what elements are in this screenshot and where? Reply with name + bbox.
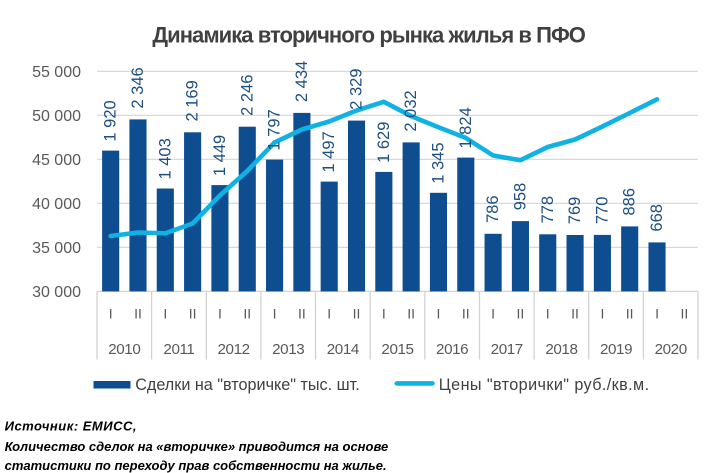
- svg-text:2018: 2018: [545, 341, 577, 358]
- svg-text:1 920: 1 920: [102, 100, 120, 141]
- svg-text:Количество сделок на «вторичке: Количество сделок на «вторичке» приводит…: [5, 439, 389, 454]
- svg-text:45 000: 45 000: [32, 152, 81, 169]
- svg-text:770: 770: [593, 197, 611, 225]
- svg-text:Сделки на "вторичке" тыс. шт.: Сделки на "вторичке" тыс. шт.: [135, 376, 360, 394]
- svg-text:I: I: [655, 306, 659, 322]
- svg-text:1 345: 1 345: [429, 143, 447, 184]
- svg-text:I: I: [382, 306, 386, 322]
- svg-text:40 000: 40 000: [32, 196, 81, 213]
- svg-text:II: II: [353, 306, 361, 322]
- svg-text:II: II: [517, 306, 525, 322]
- svg-text:II: II: [407, 306, 415, 322]
- svg-text:II: II: [298, 306, 306, 322]
- svg-text:II: II: [189, 306, 197, 322]
- svg-text:668: 668: [648, 204, 666, 232]
- svg-text:886: 886: [621, 188, 639, 216]
- svg-text:2 434: 2 434: [293, 61, 311, 102]
- svg-text:I: I: [109, 306, 113, 322]
- svg-text:II: II: [626, 306, 634, 322]
- svg-text:2 169: 2 169: [184, 80, 202, 121]
- svg-text:2012: 2012: [217, 341, 249, 358]
- svg-text:I: I: [327, 306, 331, 322]
- svg-text:I: I: [273, 306, 277, 322]
- svg-text:II: II: [462, 306, 470, 322]
- svg-text:статистики по переходу прав со: статистики по переходу прав собственност…: [5, 458, 387, 473]
- svg-text:2016: 2016: [436, 341, 468, 358]
- svg-text:2017: 2017: [491, 341, 523, 358]
- svg-text:I: I: [163, 306, 167, 322]
- svg-text:1 403: 1 403: [156, 138, 174, 179]
- svg-text:2 329: 2 329: [348, 69, 366, 110]
- svg-text:2011: 2011: [163, 341, 194, 358]
- svg-text:I: I: [437, 306, 441, 322]
- svg-text:II: II: [680, 306, 688, 322]
- svg-text:2015: 2015: [381, 341, 413, 358]
- svg-text:2010: 2010: [108, 341, 140, 358]
- svg-text:35 000: 35 000: [32, 240, 81, 257]
- svg-text:I: I: [218, 306, 222, 322]
- svg-text:Цены "вторички" руб./кв.м.: Цены "вторички" руб./кв.м.: [439, 376, 650, 394]
- svg-text:2 346: 2 346: [129, 67, 147, 108]
- svg-text:30 000: 30 000: [32, 284, 81, 301]
- svg-text:1 629: 1 629: [375, 122, 393, 163]
- svg-text:55 000: 55 000: [32, 64, 81, 81]
- svg-text:50 000: 50 000: [32, 108, 81, 125]
- svg-text:II: II: [571, 306, 579, 322]
- svg-text:I: I: [600, 306, 604, 322]
- svg-text:958: 958: [511, 183, 529, 211]
- svg-text:2 032: 2 032: [402, 90, 420, 131]
- svg-text:778: 778: [539, 196, 557, 224]
- svg-text:1 824: 1 824: [457, 107, 475, 148]
- svg-text:1 797: 1 797: [266, 109, 284, 150]
- svg-text:2020: 2020: [655, 341, 687, 358]
- svg-text:1 497: 1 497: [320, 131, 338, 172]
- svg-text:1 449: 1 449: [211, 135, 229, 176]
- svg-text:2014: 2014: [327, 341, 359, 358]
- svg-text:Динамика вторичного рынка жиль: Динамика вторичного рынка жилья в ПФО: [152, 23, 585, 48]
- svg-text:Источник: ЕМИСС,: Источник: ЕМИСС,: [5, 419, 137, 434]
- svg-text:769: 769: [566, 197, 584, 225]
- svg-text:II: II: [243, 306, 251, 322]
- svg-text:II: II: [134, 306, 142, 322]
- svg-text:2019: 2019: [600, 341, 632, 358]
- svg-text:I: I: [491, 306, 495, 322]
- svg-text:2 246: 2 246: [238, 75, 256, 116]
- svg-text:2013: 2013: [272, 341, 304, 358]
- svg-text:I: I: [546, 306, 550, 322]
- svg-text:786: 786: [484, 195, 502, 223]
